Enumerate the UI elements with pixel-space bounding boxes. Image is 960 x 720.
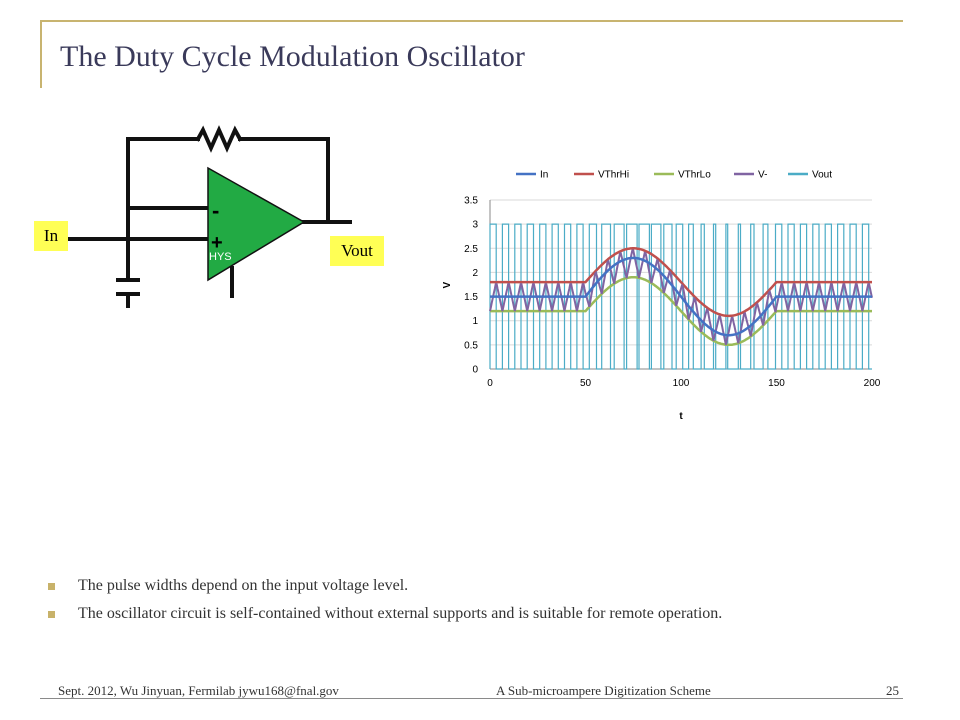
- slide-title: The Duty Cycle Modulation Oscillator: [60, 40, 525, 73]
- opamp-hys-label: HYS: [209, 251, 232, 263]
- x-tick-label: 150: [768, 378, 785, 389]
- waveform-chart: In VThrHi VThrLo V- Vout 0 0.5 1 1.5 2 2.5 3 3.5 0 50…: [442, 170, 881, 423]
- footer-author: Sept. 2012, Wu Jinyuan, Fermilab jywu168…: [58, 683, 339, 698]
- x-axis-label: t: [679, 411, 683, 422]
- title-accent-vertical-line: [40, 20, 42, 88]
- y-tick-label: 3: [472, 220, 478, 231]
- y-tick-label: 1: [472, 316, 478, 327]
- chart-tick-labels: 0 0.5 1 1.5 2 2.5 3 3.5 0 50 100 150 200: [464, 196, 881, 390]
- feedback-wire-right: [238, 137, 330, 224]
- opamp-minus-sign: -: [212, 198, 219, 223]
- feedback-wire: [126, 137, 200, 224]
- footer-presentation-title: A Sub-microampere Digitization Scheme: [496, 683, 711, 698]
- y-tick-label: 0: [472, 365, 478, 376]
- circuit-schematic: - + HYS: [66, 125, 352, 308]
- footer-page-number: 25: [886, 683, 899, 698]
- legend-entry: V-: [758, 170, 767, 181]
- series-in-line: [490, 256, 872, 337]
- y-axis-label: V: [442, 282, 453, 289]
- bullet-list: The pulse widths depend on the input vol…: [48, 575, 878, 631]
- x-tick-label: 0: [487, 378, 493, 389]
- feedback-resistor: [195, 125, 243, 153]
- legend-entry: In: [540, 170, 548, 181]
- bullet-square-icon: [48, 611, 55, 618]
- output-label: Vout: [330, 236, 384, 266]
- opamp-triangle: [207, 166, 306, 282]
- series-vout-line: [489, 223, 872, 370]
- series-vminus-line: [489, 249, 873, 345]
- bullet-item: The pulse widths depend on the input vol…: [48, 575, 878, 597]
- title-accent-horizontal-line: [40, 20, 903, 22]
- series-vthrhi-line: [490, 247, 872, 318]
- chart-legend: In VThrHi VThrLo V- Vout: [516, 170, 832, 181]
- bullet-text: The pulse widths depend on the input vol…: [78, 577, 409, 594]
- y-tick-label: 2.5: [464, 244, 478, 255]
- series-vthrlo-line: [490, 276, 872, 347]
- x-tick-label: 50: [580, 378, 592, 389]
- y-tick-label: 0.5: [464, 340, 478, 351]
- bullet-square-icon: [48, 583, 55, 590]
- bullet-item: The oscillator circuit is self-contained…: [48, 603, 878, 625]
- legend-entry: Vout: [812, 170, 832, 181]
- legend-entry: VThrHi: [598, 170, 629, 181]
- x-tick-label: 100: [673, 378, 690, 389]
- y-tick-label: 1.5: [464, 292, 478, 303]
- chart-series-layer: [489, 223, 873, 370]
- bullet-text: The oscillator circuit is self-contained…: [78, 605, 723, 622]
- opamp-plus-sign: +: [211, 232, 223, 254]
- footer-divider: [40, 698, 903, 699]
- input-label: In: [34, 221, 68, 251]
- x-tick-label: 200: [864, 378, 881, 389]
- y-tick-label: 2: [472, 268, 478, 279]
- y-tick-label: 3.5: [464, 196, 478, 207]
- chart-gridlines: [490, 199, 872, 346]
- legend-entry: VThrLo: [678, 170, 711, 181]
